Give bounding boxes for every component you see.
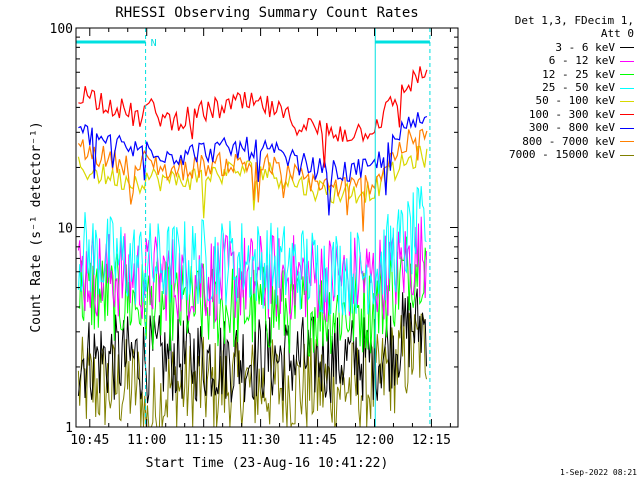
legend-entry: 50 - 100 keV [509, 94, 634, 107]
legend-entry: 800 - 7000 keV [509, 135, 634, 148]
legend-swatch [620, 60, 634, 62]
series-12-25-kev [78, 236, 427, 357]
legend-entry-label: 7000 - 15000 keV [509, 148, 615, 162]
x-tick-label: 10:45 [70, 433, 109, 448]
legend-entry: 6 - 12 keV [509, 54, 634, 67]
legend-entry-label: 6 - 12 keV [548, 54, 615, 68]
legend-entry: 300 - 800 keV [509, 121, 634, 134]
legend-swatch [620, 141, 634, 143]
legend: Det 1,3, FDecim 1, Att 0 3 - 6 keV 6 - 12… [509, 14, 634, 161]
series-25-50-kev [77, 186, 427, 316]
legend-entry: 100 - 300 keV [509, 108, 634, 121]
chart-title: RHESSI Observing Summary Count Rates [115, 5, 418, 21]
series-100-300-kev [78, 66, 428, 168]
legend-entry: 3 - 6 keV [509, 41, 634, 54]
legend-swatch [620, 100, 634, 102]
y-tick-label: 10 [57, 222, 73, 237]
y-tick-label: 1 [65, 421, 73, 436]
series-800-7000-kev [77, 128, 428, 232]
y-tick-label: 100 [50, 22, 73, 37]
footer-date: 1-Sep-2022 08:21 [559, 468, 637, 477]
legend-entry-label: 300 - 800 keV [528, 121, 615, 135]
x-tick-label: 12:00 [355, 433, 394, 448]
x-tick-label: 12:15 [412, 433, 451, 448]
legend-swatch [620, 47, 634, 49]
x-tick-label: 11:30 [241, 433, 280, 448]
x-tick-label: 11:15 [184, 433, 223, 448]
x-tick-label: 11:00 [127, 433, 166, 448]
x-axis-label: Start Time (23-Aug-16 10:41:22) [146, 456, 389, 471]
legend-swatch [620, 74, 634, 76]
legend-entry-label: 800 - 7000 keV [522, 134, 615, 148]
series-7000-15000-kev [77, 312, 427, 428]
legend-entry-label: 12 - 25 keV [542, 67, 615, 81]
legend-swatch [620, 127, 634, 129]
legend-entry: 7000 - 15000 keV [509, 148, 634, 161]
legend-entry-label: 50 - 100 keV [535, 94, 615, 108]
legend-swatch [620, 114, 634, 116]
legend-swatch [620, 87, 634, 89]
legend-entry-label: 100 - 300 keV [528, 107, 615, 121]
legend-entry-label: 25 - 50 keV [542, 81, 615, 95]
y-axis-label: Count Rate (s⁻¹ detector⁻¹) [29, 121, 44, 332]
x-tick-label: 11:45 [298, 433, 337, 448]
legend-entry: 12 - 25 keV [509, 68, 634, 81]
legend-entry-label: 3 - 6 keV [555, 40, 615, 54]
legend-swatch [620, 154, 634, 156]
legend-header-line-1: Det 1,3, FDecim 1, [514, 14, 634, 27]
legend-header-line-2: Att 0 [600, 27, 634, 41]
plot-area: N 1 10 100 10:45 11:00 11:15 11:30 11:45 12:00 12:… [50, 22, 459, 448]
legend-entries: 3 - 6 keV 6 - 12 keV 12 - 25 keV 25 - 50 ke… [509, 41, 634, 162]
series-300-800-kev [78, 112, 428, 216]
flag-label: N [151, 38, 157, 49]
legend-entry: 25 - 50 keV [509, 81, 634, 94]
